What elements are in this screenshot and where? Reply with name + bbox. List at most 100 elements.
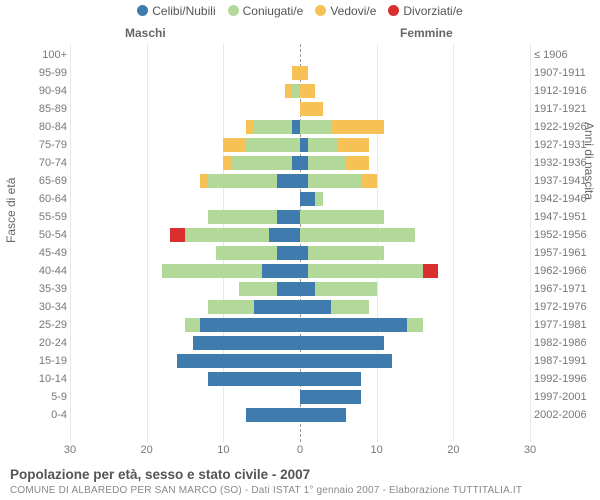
bar-segment [277,282,300,296]
age-tick: 80-84 [25,120,67,134]
pyramid-row [70,408,530,422]
age-tick: 5-9 [25,390,67,404]
x-tick: 30 [64,444,76,456]
chart-subtitle: COMUNE DI ALBAREDO PER SAN MARCO (SO) - … [10,485,522,496]
age-tick: 100+ [25,48,67,62]
bar-segment [300,66,308,80]
bar-female [300,390,361,404]
year-tick: 1917-1921 [534,102,596,116]
bar-segment [315,282,376,296]
bar-segment [423,264,438,278]
year-tick: 2002-2006 [534,408,596,422]
year-tick: 1927-1931 [534,138,596,152]
bar-segment [277,210,300,224]
year-tick: 1967-1971 [534,282,596,296]
legend-swatch [137,5,148,16]
legend-swatch [388,5,399,16]
chart-title: Popolazione per età, sesso e stato civil… [10,467,310,482]
age-tick: 85-89 [25,102,67,116]
bar-female [300,300,369,314]
bar-female [300,282,377,296]
bar-male [193,336,300,350]
pyramid-row [70,138,530,152]
legend-label: Celibi/Nubili [152,4,215,18]
pyramid-row [70,246,530,260]
bar-segment [300,192,315,206]
bar-segment [300,138,308,152]
x-axis: 3020100102030 [70,444,530,458]
bar-segment [407,318,422,332]
bar-segment [170,228,185,242]
bar-segment [315,192,323,206]
age-tick: 30-34 [25,300,67,314]
age-tick: 75-79 [25,138,67,152]
x-tick: 10 [371,444,383,456]
age-tick: 50-54 [25,228,67,242]
bar-male [208,300,300,314]
age-tick: 95-99 [25,66,67,80]
bar-female [300,336,384,350]
bar-segment [300,84,315,98]
year-tick: 1937-1941 [534,174,596,188]
bar-male [185,318,300,332]
bar-female [300,354,392,368]
age-tick: 40-44 [25,264,67,278]
year-tick: 1912-1916 [534,84,596,98]
x-tick: 30 [524,444,536,456]
x-tick: 20 [141,444,153,456]
bar-segment [269,228,300,242]
pyramid-row [70,300,530,314]
bar-male [208,210,300,224]
pyramid-row [70,102,530,116]
bar-segment [162,264,262,278]
bar-segment [177,354,300,368]
year-tick: ≤ 1906 [534,48,596,62]
bar-male [216,246,300,260]
pyramid-row [70,66,530,80]
pyramid-row [70,318,530,332]
year-tick: 1962-1966 [534,264,596,278]
pyramid-row [70,372,530,386]
year-tick: 1942-1946 [534,192,596,206]
age-tick: 25-29 [25,318,67,332]
bar-segment [292,84,300,98]
bar-female [300,66,308,80]
legend-item: Vedovi/e [315,4,376,18]
year-tick: 1997-2001 [534,390,596,404]
bar-male [200,174,300,188]
bar-segment [239,282,277,296]
bar-segment [223,138,246,152]
bar-female [300,228,415,242]
bar-female [300,102,323,116]
y-axis-title-left: Fasce di età [4,178,18,243]
bar-segment [308,174,362,188]
legend-swatch [315,5,326,16]
pyramid-row [70,228,530,242]
bar-segment [300,174,308,188]
bar-segment [300,264,308,278]
age-tick: 65-69 [25,174,67,188]
bar-segment [300,318,407,332]
bar-segment [300,336,384,350]
year-tick: 1922-1926 [534,120,596,134]
bar-segment [361,174,376,188]
bar-female [300,174,377,188]
pyramid-row [70,174,530,188]
year-tick: 1987-1991 [534,354,596,368]
year-tick: 1907-1911 [534,66,596,80]
age-tick: 60-64 [25,192,67,206]
bar-segment [246,138,300,152]
bar-segment [300,228,415,242]
bar-segment [300,210,384,224]
legend-item: Celibi/Nubili [137,4,215,18]
bar-segment [300,102,323,116]
bar-male [292,66,300,80]
age-tick: 35-39 [25,282,67,296]
bar-segment [300,282,315,296]
plot-area [70,44,530,442]
bar-segment [292,120,300,134]
legend-swatch [228,5,239,16]
year-tick: 1947-1951 [534,210,596,224]
bar-segment [331,120,385,134]
bar-female [300,210,384,224]
